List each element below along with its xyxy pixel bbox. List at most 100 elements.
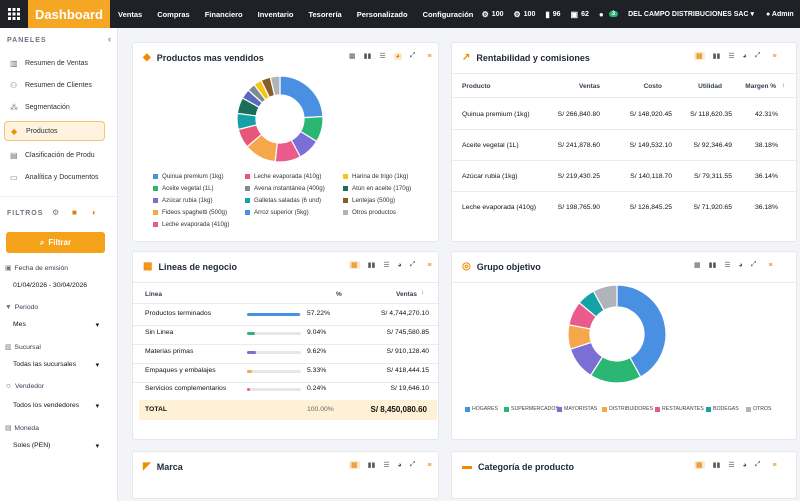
stat-5[interactable]: ● 3 bbox=[599, 10, 619, 19]
gear-icon: ⚙ bbox=[481, 9, 489, 19]
stat-3[interactable]: ▮ 96 bbox=[545, 9, 561, 19]
legend-swatch bbox=[245, 186, 250, 191]
expand-icon[interactable]: ⤢ bbox=[754, 461, 761, 468]
row-ventas: S/ 745,580.85 bbox=[386, 329, 429, 336]
expand-icon[interactable]: ⤢ bbox=[409, 52, 416, 59]
list-view-icon[interactable]: ☰ bbox=[383, 462, 390, 469]
currency-icon: ▤ bbox=[5, 425, 12, 432]
bar-view-icon[interactable]: ▮▮ bbox=[367, 462, 376, 469]
card-lineas: ▦ Lineas de negocio ▦ ▮▮ ☰ ◕ ⤢ ≡ Línea % … bbox=[132, 251, 440, 440]
sucursal-select[interactable]: Todas las sucursales ▾ bbox=[13, 361, 99, 369]
user-menu[interactable]: ● Admin bbox=[766, 10, 794, 18]
vendedor-select[interactable]: Todos los vendedores ▾ bbox=[13, 402, 99, 410]
nav-personalizado[interactable]: Personalizado bbox=[356, 9, 408, 19]
row-pct: 57.22% bbox=[307, 310, 331, 317]
person-icon: ☺ bbox=[5, 383, 12, 390]
sidebar-item-analitica[interactable]: ▭ Analítica y Documentos bbox=[10, 172, 99, 182]
pie-view-icon[interactable]: ◕ bbox=[742, 461, 747, 469]
sidebar-item-clasificacion[interactable]: ▤ Clasificación de Produ bbox=[10, 150, 95, 160]
stat-2[interactable]: ⚙ 100 bbox=[513, 9, 536, 19]
donut-slice-6[interactable] bbox=[592, 284, 618, 312]
list-view-icon[interactable]: ☰ bbox=[728, 53, 735, 60]
legend-item: Arroz superior (5kg) bbox=[245, 209, 309, 216]
table-view-icon[interactable]: ▦ bbox=[694, 52, 705, 60]
date-range-input[interactable]: 01/04/2026 - 30/04/2026 bbox=[13, 282, 88, 289]
menu-icon[interactable]: ≡ bbox=[772, 461, 777, 469]
row-pct: 9.62% bbox=[307, 348, 327, 355]
row-ventas: S/ 910,128.40 bbox=[386, 348, 429, 355]
nav-tesoreria[interactable]: Tesorería bbox=[308, 9, 342, 19]
pie-view-icon[interactable]: ◕ bbox=[397, 461, 402, 469]
sidebar-item-resumen-ventas[interactable]: ▥ Resumen de Ventas bbox=[10, 58, 89, 68]
bar-view-icon[interactable]: ▮▮ bbox=[712, 462, 721, 469]
bar-view-icon[interactable]: ▮▮ bbox=[367, 262, 376, 269]
filter-settings-icon[interactable]: ⚙ bbox=[52, 208, 60, 217]
chevron-down-icon: ▾ bbox=[95, 322, 99, 329]
collapse-icon[interactable]: ‹ bbox=[108, 34, 111, 44]
target-icon: ◎ bbox=[462, 261, 471, 272]
row-pct: 0.24% bbox=[307, 385, 327, 392]
sidebar-item-productos[interactable]: ◆ Productos bbox=[4, 121, 105, 141]
list-view-icon[interactable]: ☰ bbox=[724, 262, 731, 269]
bar-view-icon[interactable]: ▮▮ bbox=[363, 53, 372, 60]
stat-4[interactable]: ▣ 62 bbox=[570, 9, 589, 19]
table-view-icon[interactable]: ▦ bbox=[349, 261, 360, 269]
company-selector[interactable]: DEL CAMPO DISTRIBUCIONES SAC ▾ bbox=[628, 11, 754, 18]
menu-icon[interactable]: ≡ bbox=[427, 261, 432, 269]
expand-icon[interactable]: ⤢ bbox=[750, 261, 757, 268]
expand-icon[interactable]: ⤢ bbox=[409, 461, 416, 468]
brand-logo[interactable]: Dashboard bbox=[28, 0, 110, 28]
sidebar-item-segmentacion[interactable]: ⁂ Segmentación bbox=[10, 102, 70, 112]
card-productos-title: ◆ Productos mas vendidos bbox=[143, 52, 264, 63]
table-divider bbox=[452, 73, 798, 74]
periodo-select[interactable]: Mes ▾ bbox=[13, 321, 99, 329]
menu-icon[interactable]: ≡ bbox=[772, 52, 777, 60]
filter-button[interactable]: ⌕ Filtrar bbox=[6, 232, 105, 253]
col-producto: Producto bbox=[462, 83, 491, 90]
list-view-icon[interactable]: ☰ bbox=[728, 462, 735, 469]
nav-inventario[interactable]: Inventario bbox=[257, 9, 294, 19]
expand-icon[interactable]: ⤢ bbox=[754, 52, 761, 59]
table-divider bbox=[452, 129, 798, 130]
apps-grid-icon[interactable] bbox=[0, 0, 28, 28]
notification-badge: 3 bbox=[608, 11, 619, 17]
nav-configuracion[interactable]: Configuración bbox=[422, 9, 474, 19]
pie-view-icon[interactable]: ◕ bbox=[393, 52, 402, 60]
clipboard-icon: ▤ bbox=[10, 150, 18, 160]
menu-icon[interactable]: ≡ bbox=[768, 261, 773, 269]
nav-ventas[interactable]: Ventas bbox=[118, 9, 143, 19]
moneda-select[interactable]: Soles (PEN) ▾ bbox=[13, 442, 99, 450]
list-view-icon[interactable]: ☰ bbox=[379, 53, 386, 60]
lock-icon[interactable]: ■ bbox=[72, 208, 77, 217]
donut-slice-12[interactable] bbox=[269, 75, 281, 97]
table-view-icon[interactable]: ▦ bbox=[349, 53, 356, 60]
theme-icon[interactable]: ◐ bbox=[92, 208, 97, 217]
stat-1[interactable]: ⚙ 100 bbox=[481, 9, 504, 19]
pie-view-icon[interactable]: ◕ bbox=[397, 261, 402, 269]
menu-icon[interactable]: ≡ bbox=[427, 52, 432, 60]
filters-title: FILTROS bbox=[7, 210, 44, 217]
nav-compras[interactable]: Compras bbox=[157, 9, 190, 19]
table-view-icon[interactable]: ▦ bbox=[694, 461, 705, 469]
pie-view-icon[interactable]: ◕ bbox=[738, 261, 743, 269]
table-view-icon[interactable]: ▦ bbox=[694, 262, 701, 269]
list-view-icon[interactable]: ☰ bbox=[383, 262, 390, 269]
tag-icon: ◤ bbox=[143, 461, 151, 472]
sort-icon[interactable]: ↕ bbox=[782, 83, 785, 89]
card-rentabilidad-title: ↗ Rentabilidad y comisiones bbox=[462, 52, 590, 63]
donut-slice-0[interactable] bbox=[616, 284, 667, 378]
bar-view-icon[interactable]: ▮▮ bbox=[712, 53, 721, 60]
bar-view-icon[interactable]: ▮▮ bbox=[708, 262, 717, 269]
legend-item: Quinua premium (1kg) bbox=[153, 173, 224, 180]
sidebar-item-resumen-clientes[interactable]: ⚇ Resumen de Clientes bbox=[10, 80, 92, 90]
nav-financiero[interactable]: Financiero bbox=[204, 9, 243, 19]
pie-view-icon[interactable]: ◕ bbox=[742, 52, 747, 60]
share-bar-fill bbox=[247, 332, 256, 335]
expand-icon[interactable]: ⤢ bbox=[409, 261, 416, 268]
menu-icon[interactable]: ≡ bbox=[427, 461, 432, 469]
donut-slice-0[interactable] bbox=[279, 75, 324, 119]
card-divider bbox=[452, 282, 798, 283]
legend-swatch bbox=[153, 222, 158, 227]
table-view-icon[interactable]: ▦ bbox=[349, 461, 360, 469]
sort-icon[interactable]: ↕ bbox=[421, 290, 424, 296]
